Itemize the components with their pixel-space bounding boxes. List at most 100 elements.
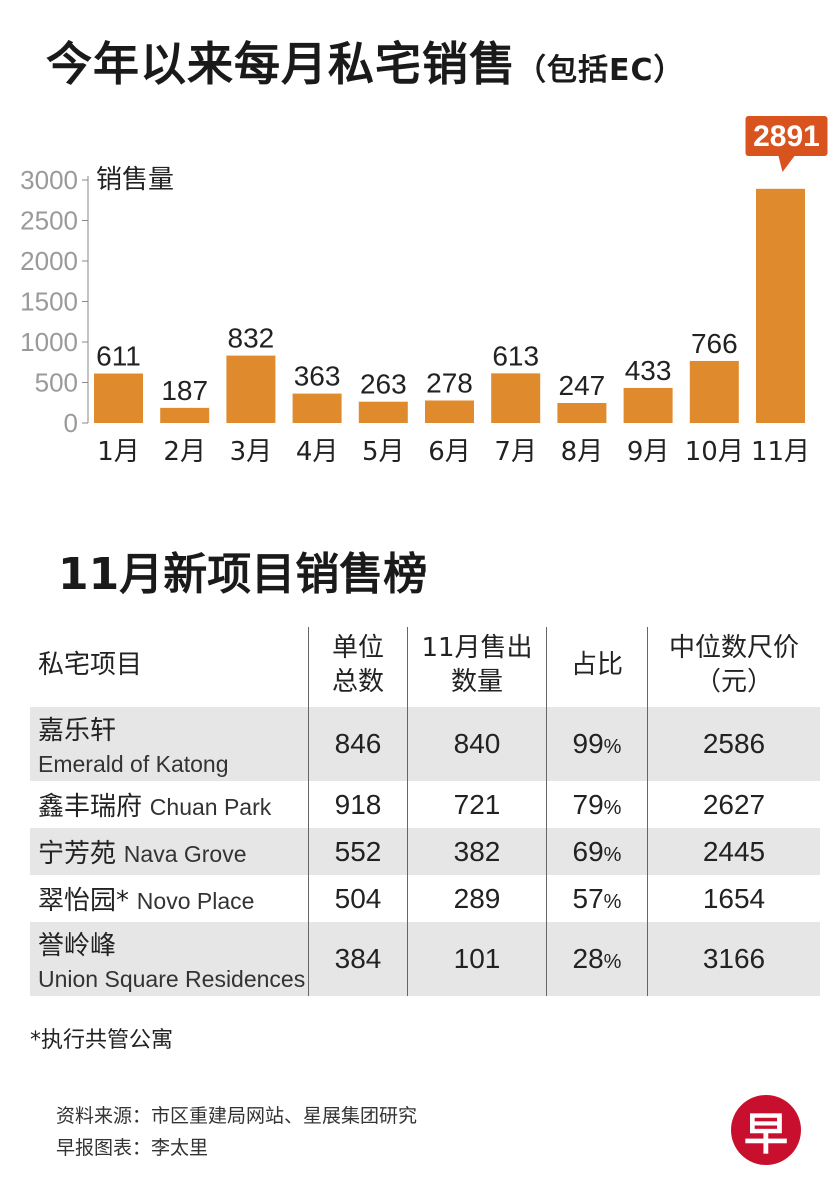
x-tick-label: 8月 (561, 437, 604, 467)
header-text-line: 私宅项目 (38, 650, 143, 680)
header-sold: 11月售出数量 (407, 627, 547, 707)
table-title: 11月新项目销售榜 (58, 549, 428, 600)
units-cell: 504 (308, 875, 408, 922)
pct-value: 28 (572, 943, 604, 974)
units-cell: 384 (308, 922, 408, 996)
pct-cell: 69% (546, 828, 648, 875)
callout-pointer (778, 156, 795, 172)
project-name-en: Nava Grove (123, 841, 247, 867)
y-tick-label: 1000 (20, 327, 78, 357)
y-tick-label: 2000 (20, 246, 78, 276)
pct-value: 57 (572, 882, 604, 914)
units-cell: 552 (308, 828, 408, 875)
project-name-cn: 誉岭峰 (38, 930, 117, 961)
bar-value-label: 263 (360, 369, 407, 400)
project-name-cn: 鑫丰瑞府 (38, 792, 143, 822)
header-project: 私宅项目 (30, 627, 309, 707)
project-name-en: Emerald of Katong (38, 750, 229, 777)
callout-box (745, 116, 828, 156)
table-row: 嘉乐轩 Emerald of Katong 846 840 99% 2586 (30, 707, 820, 781)
units-cell: 918 (308, 781, 408, 828)
chart-title: 今年以来每月私宅销售（包括EC） (46, 28, 685, 94)
pct-sign: % (603, 951, 622, 973)
y-tick-label: 500 (35, 368, 78, 398)
units-cell: 846 (308, 707, 408, 781)
project-name-en: Union Square Residences (38, 965, 306, 992)
header-pct: 占比 (546, 627, 648, 707)
median-psf-cell: 3166 (647, 922, 820, 996)
pct-sign: % (603, 890, 622, 913)
table-row: 宁芳苑 Nava Grove 552 382 69% 2445 (30, 828, 820, 875)
pct-cell: 28% (546, 922, 648, 996)
credit-line: 早报图表：李太里 (56, 1137, 209, 1159)
x-tick-label: 5月 (362, 437, 405, 467)
pct-value: 79 (572, 788, 604, 820)
source-block: 资料来源：市区重建局网站、星展集团研究 早报图表：李太里 (56, 1100, 417, 1164)
bar-value-label: 611 (96, 341, 141, 372)
project-name-en: Chuan Park (149, 794, 272, 820)
bar (756, 188, 805, 423)
x-tick-label: 3月 (230, 437, 273, 467)
zaobao-logo: 早 (731, 1095, 801, 1165)
table-row: 翠怡园* Novo Place 504 289 57% 1654 (30, 875, 820, 922)
bar-value-label: 278 (426, 367, 473, 398)
header-text-line: 数量 (450, 667, 503, 697)
header-text-line: 总数 (331, 667, 384, 697)
pct-value: 99 (572, 728, 604, 759)
bar (94, 373, 143, 423)
pct-cell: 99% (546, 707, 648, 781)
sold-cell: 382 (407, 828, 547, 875)
project-name-cn: 翠怡园* (38, 886, 130, 916)
median-psf-cell: 2445 (647, 828, 820, 875)
x-tick-label: 1月 (97, 437, 140, 467)
x-tick-label: 2月 (163, 437, 206, 467)
sold-cell: 840 (407, 707, 547, 781)
table-row: 鑫丰瑞府 Chuan Park 918 721 79% 2627 (30, 781, 820, 828)
table-row: 誉岭峰 Union Square Residences 384 101 28% 3166 (30, 922, 820, 996)
project-name-cn: 嘉乐轩 (38, 715, 117, 746)
x-tick-label: 9月 (627, 437, 670, 467)
bar-value-label: 247 (559, 370, 606, 401)
logo-char: 早 (744, 1109, 788, 1160)
sold-cell: 721 (407, 781, 547, 828)
median-psf-cell: 1654 (647, 875, 820, 922)
median-psf-cell: 2627 (647, 781, 820, 828)
bar (491, 373, 541, 423)
chart-title-main: 今年以来每月私宅销售 (46, 37, 516, 91)
x-tick-label: 4月 (296, 437, 339, 467)
bar (689, 360, 739, 423)
bar-value-label: 766 (691, 328, 738, 359)
bar-value-label: 613 (492, 340, 539, 371)
x-tick-label: 7月 (494, 437, 537, 467)
y-tick-label: 2500 (20, 206, 78, 236)
header-text-line: 占比 (570, 650, 623, 680)
pct-value: 69 (572, 835, 604, 867)
pct-sign: % (603, 796, 622, 819)
chart-title-sub: （包括EC） (516, 53, 685, 88)
sold-cell: 289 (407, 875, 547, 922)
bar-value-label: 832 (228, 323, 275, 354)
bar-value-label: 433 (625, 355, 672, 386)
pct-cell: 57% (546, 875, 648, 922)
header-text-line: 11月售出 (421, 633, 533, 663)
header-text-line: 中位数尺价 (668, 633, 799, 663)
bar (623, 387, 673, 423)
bar (557, 402, 607, 423)
median-psf-cell: 2586 (647, 707, 820, 781)
pct-sign: % (603, 843, 622, 866)
project-name-cell: 翠怡园* Novo Place (30, 875, 309, 922)
y-tick-label: 1500 (20, 287, 78, 317)
sales-table: 私宅项目 单位 总数 11月售出 数量 占比 中位数尺价 （元） 嘉乐轩 Emerald… (30, 627, 820, 996)
source-line: 资料来源：市区重建局网站、星展集团研究 (56, 1105, 418, 1127)
sold-cell: 101 (407, 922, 547, 996)
y-axis-label: 销售量 (96, 165, 174, 195)
project-name-cn: 宁芳苑 (38, 839, 117, 869)
bar-value-label: 363 (294, 361, 341, 392)
bar (292, 393, 342, 423)
bar (160, 407, 210, 423)
footnote: *执行共管公寓 (30, 1028, 174, 1053)
pct-sign: % (603, 736, 622, 758)
x-tick-label: 11月 (751, 437, 810, 467)
y-tick-label: 3000 (20, 165, 78, 195)
x-tick-label: 10月 (685, 437, 744, 467)
